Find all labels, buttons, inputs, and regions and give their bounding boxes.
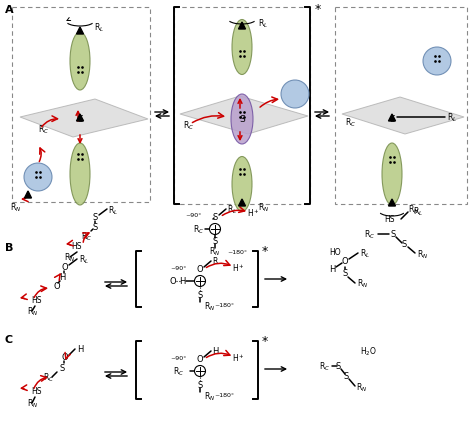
Text: H$^+$: H$^+$ bbox=[232, 262, 245, 273]
Text: S: S bbox=[77, 115, 83, 124]
Text: R$_L$: R$_L$ bbox=[258, 18, 268, 30]
Text: S: S bbox=[239, 115, 245, 124]
Text: *: * bbox=[262, 245, 268, 258]
Text: R$_N$: R$_N$ bbox=[64, 251, 76, 263]
Text: *: * bbox=[262, 335, 268, 348]
Text: R$_N$: R$_N$ bbox=[356, 381, 367, 393]
Text: O: O bbox=[342, 257, 348, 266]
Text: O: O bbox=[197, 355, 203, 364]
Text: H$^+$: H$^+$ bbox=[232, 352, 245, 363]
Text: O: O bbox=[54, 282, 60, 291]
Text: HS: HS bbox=[32, 387, 42, 395]
Text: R$_N$: R$_N$ bbox=[204, 390, 215, 402]
Text: R$_C$: R$_C$ bbox=[38, 123, 49, 136]
Text: S: S bbox=[389, 115, 395, 124]
Text: S: S bbox=[197, 291, 202, 300]
Text: S: S bbox=[92, 223, 98, 232]
Ellipse shape bbox=[231, 95, 253, 145]
Text: R$_L$: R$_L$ bbox=[447, 112, 457, 124]
Text: R$_N$: R$_N$ bbox=[417, 248, 428, 261]
Ellipse shape bbox=[70, 33, 90, 91]
Text: S: S bbox=[212, 213, 218, 222]
Text: C: C bbox=[5, 334, 13, 344]
Text: S: S bbox=[197, 381, 202, 390]
Text: R$_C$: R$_C$ bbox=[183, 119, 194, 132]
Text: R$_C$: R$_C$ bbox=[82, 230, 92, 243]
Text: ~180°: ~180° bbox=[214, 393, 234, 398]
Text: O: O bbox=[62, 263, 68, 272]
Text: R$_N$: R$_N$ bbox=[258, 201, 269, 214]
Text: ~90°: ~90° bbox=[170, 266, 186, 271]
Text: R$_C$: R$_C$ bbox=[345, 116, 356, 129]
Text: H: H bbox=[212, 347, 219, 356]
Text: ~180°: ~180° bbox=[214, 303, 234, 308]
Text: S: S bbox=[336, 362, 341, 371]
Text: S: S bbox=[92, 213, 98, 222]
Polygon shape bbox=[20, 100, 148, 138]
Ellipse shape bbox=[382, 144, 402, 206]
Text: R$_L$: R$_L$ bbox=[227, 203, 237, 216]
Polygon shape bbox=[342, 98, 464, 135]
Text: H$^+$: H$^+$ bbox=[246, 207, 259, 218]
Polygon shape bbox=[238, 23, 246, 30]
Text: S: S bbox=[343, 372, 348, 381]
Text: H: H bbox=[77, 345, 83, 354]
Polygon shape bbox=[389, 200, 395, 207]
Polygon shape bbox=[76, 28, 83, 35]
Ellipse shape bbox=[232, 20, 252, 76]
Text: ~90°: ~90° bbox=[170, 356, 186, 361]
Text: O: O bbox=[170, 277, 176, 286]
Text: R$_N$: R$_N$ bbox=[27, 305, 38, 318]
Text: H$_2$O: H$_2$O bbox=[359, 345, 376, 358]
Text: S: S bbox=[59, 364, 64, 373]
Text: S: S bbox=[391, 230, 396, 239]
Text: R$_C$: R$_C$ bbox=[319, 360, 330, 372]
Text: R$_C$: R$_C$ bbox=[173, 365, 184, 378]
Text: ~90°: ~90° bbox=[185, 213, 201, 218]
Polygon shape bbox=[238, 200, 246, 207]
Ellipse shape bbox=[232, 157, 252, 212]
Text: H: H bbox=[329, 265, 335, 274]
Text: R$_N$: R$_N$ bbox=[357, 277, 368, 289]
Text: HO: HO bbox=[329, 248, 341, 257]
Text: R: R bbox=[212, 257, 218, 266]
Text: HS: HS bbox=[72, 242, 82, 251]
Text: R$_L$: R$_L$ bbox=[79, 253, 89, 266]
Text: HS: HS bbox=[384, 215, 395, 224]
Text: H: H bbox=[179, 277, 185, 286]
Ellipse shape bbox=[70, 144, 90, 206]
Ellipse shape bbox=[281, 81, 309, 109]
Polygon shape bbox=[180, 97, 308, 135]
Text: R$_N$: R$_N$ bbox=[408, 203, 419, 216]
Text: R$_N$: R$_N$ bbox=[210, 245, 220, 258]
Text: R$_N$: R$_N$ bbox=[10, 201, 22, 214]
Polygon shape bbox=[76, 115, 83, 122]
Ellipse shape bbox=[24, 164, 52, 191]
Text: O: O bbox=[197, 265, 203, 274]
Text: R$_L$: R$_L$ bbox=[360, 247, 370, 260]
Text: R$_L$: R$_L$ bbox=[413, 205, 423, 218]
Text: R$_N$: R$_N$ bbox=[204, 300, 215, 312]
Text: H: H bbox=[59, 273, 65, 282]
Text: *: * bbox=[315, 3, 321, 16]
Text: B: B bbox=[5, 243, 13, 253]
Text: A: A bbox=[5, 5, 14, 15]
Text: HS: HS bbox=[32, 296, 42, 305]
Text: ~180°: ~180° bbox=[227, 250, 247, 255]
Text: S: S bbox=[401, 240, 407, 249]
Text: O: O bbox=[62, 353, 68, 362]
Polygon shape bbox=[25, 191, 31, 198]
Text: S: S bbox=[212, 237, 218, 246]
Text: R$_C$: R$_C$ bbox=[364, 228, 375, 241]
Text: R$_C$: R$_C$ bbox=[44, 371, 55, 383]
Text: R$_L$: R$_L$ bbox=[108, 204, 118, 217]
Text: R$_L$: R$_L$ bbox=[94, 22, 104, 34]
Text: R$_N$: R$_N$ bbox=[27, 397, 38, 409]
Text: S: S bbox=[342, 269, 347, 278]
Polygon shape bbox=[389, 115, 395, 122]
Ellipse shape bbox=[423, 48, 451, 76]
Text: R$_C$: R$_C$ bbox=[193, 223, 205, 236]
